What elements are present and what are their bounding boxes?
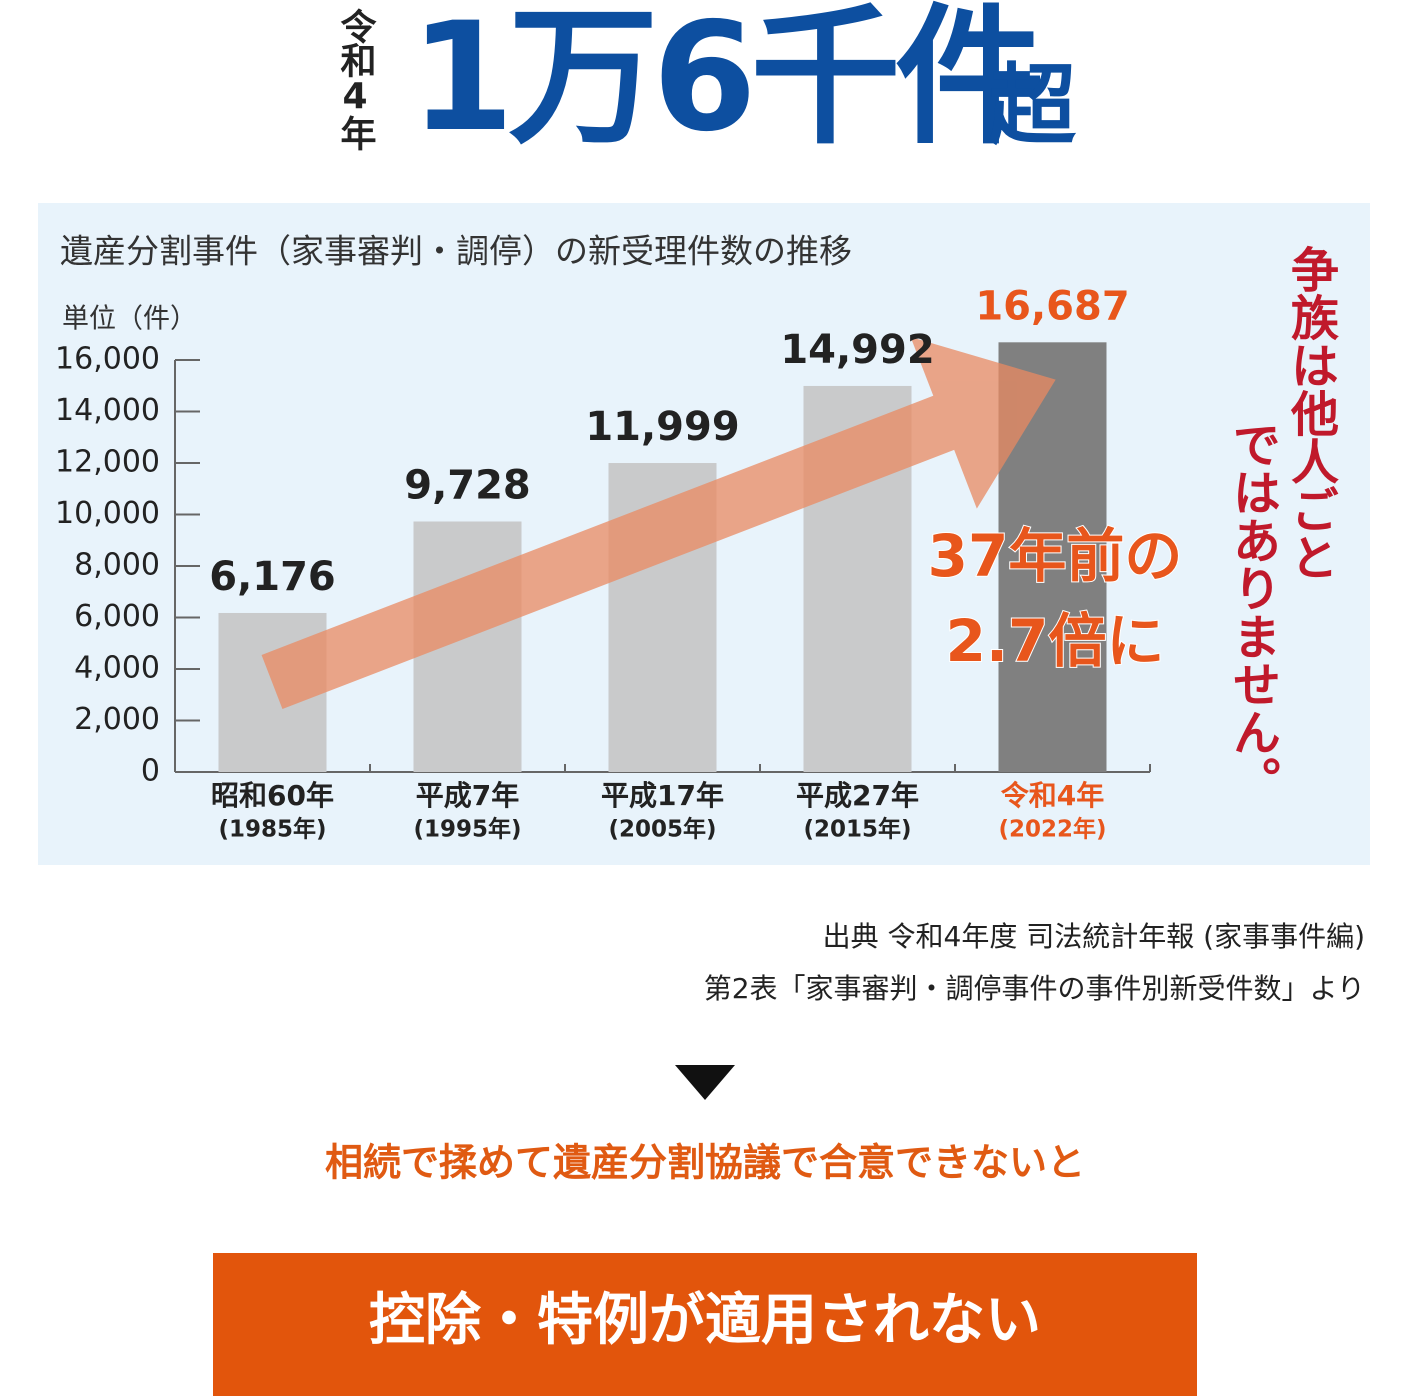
value-label: 9,728 xyxy=(404,463,531,509)
y-tick-label: 14,000 xyxy=(55,393,160,428)
value-label: 6,176 xyxy=(209,554,336,600)
value-label: 16,687 xyxy=(975,283,1129,329)
era: 令和4年 xyxy=(335,8,377,151)
trend-arrow xyxy=(261,336,1056,710)
x-tick-label: 昭和60年 xyxy=(211,779,334,812)
y-tick-label: 6,000 xyxy=(74,599,160,634)
headline-suffix: 超 xyxy=(988,54,1077,157)
x-tick-label: 令和4年 xyxy=(1001,779,1104,812)
x-tick-sublabel: (2005年) xyxy=(608,816,716,843)
side-note: ではありません。 xyxy=(1224,420,1280,804)
source-text: 第2表「家事審判・調停事件の事件別新受件数」より xyxy=(704,972,1365,1005)
x-tick-label: 平成27年 xyxy=(796,779,919,812)
y-tick-label: 8,000 xyxy=(74,548,160,583)
y-tick-label: 16,000 xyxy=(55,342,160,377)
chart-title: 遺産分割事件（家事審判・調停）の新受理件数の推移 xyxy=(60,232,852,271)
y-tick-label: 4,000 xyxy=(74,651,160,686)
unit-label: 単位（件） xyxy=(62,304,197,335)
x-tick-label: 平成7年 xyxy=(416,779,519,812)
annotation: 2.7倍に xyxy=(946,607,1165,675)
x-tick-sublabel: (1995年) xyxy=(413,816,521,843)
down-arrow xyxy=(675,1065,735,1100)
annotation: 37年前の xyxy=(928,522,1183,590)
x-tick-sublabel: (1985年) xyxy=(218,816,326,843)
y-tick-label: 2,000 xyxy=(74,702,160,737)
x-tick-sublabel: (2022年) xyxy=(998,816,1106,843)
value-label: 14,992 xyxy=(780,327,934,373)
source-text: 出典 令和4年度 司法統計年報 (家事事件編) xyxy=(823,920,1365,953)
value-label: 11,999 xyxy=(585,404,739,450)
side-note: 争族は他人ごと xyxy=(1282,245,1340,581)
banner xyxy=(213,1253,1197,1396)
banner-text: 控除・特例が適用されない xyxy=(369,1288,1041,1353)
x-tick-label: 平成17年 xyxy=(601,779,724,812)
headline: 1万6千件 xyxy=(410,0,1041,165)
x-tick-sublabel: (2015年) xyxy=(803,816,911,843)
y-tick-label: 0 xyxy=(141,754,160,789)
y-tick-label: 10,000 xyxy=(55,496,160,531)
lead-text: 相続で揉めて遺産分割協議で合意できないと xyxy=(325,1141,1085,1185)
y-tick-label: 12,000 xyxy=(55,445,160,480)
